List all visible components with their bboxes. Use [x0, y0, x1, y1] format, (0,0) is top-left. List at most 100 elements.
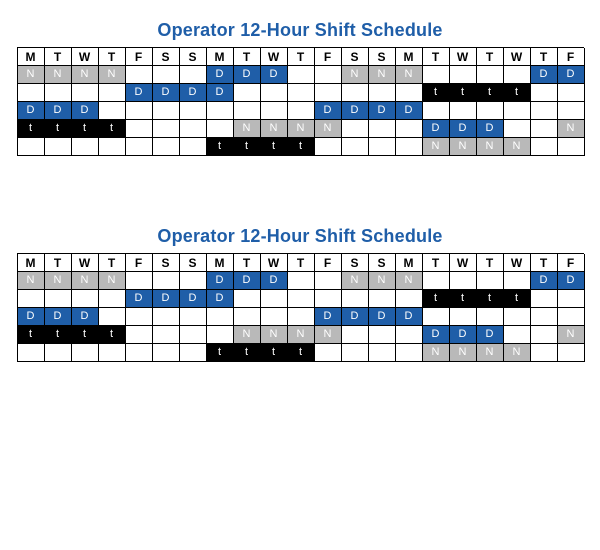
day-header: W — [261, 254, 288, 272]
shift-cell — [342, 120, 369, 138]
shift-cell — [558, 290, 585, 308]
shift-cell — [234, 290, 261, 308]
shift-cell: t — [207, 344, 234, 362]
shift-cell: D — [531, 272, 558, 290]
shift-cell — [342, 290, 369, 308]
schedule-block-1: Operator 12-Hour Shift Schedule MTWTFSSM… — [10, 226, 590, 362]
day-header: W — [504, 254, 531, 272]
shift-cell: D — [126, 84, 153, 102]
shift-cell — [315, 344, 342, 362]
day-header: M — [396, 254, 423, 272]
shift-cell — [288, 272, 315, 290]
shift-cell: N — [261, 326, 288, 344]
shift-cell — [477, 66, 504, 84]
shift-cell: N — [558, 120, 585, 138]
shift-cell: t — [504, 84, 531, 102]
day-header: T — [234, 48, 261, 66]
day-header: S — [153, 48, 180, 66]
day-header: W — [72, 254, 99, 272]
shift-cell: D — [369, 308, 396, 326]
shift-cell: N — [423, 138, 450, 156]
shift-cell — [180, 272, 207, 290]
shift-cell: t — [45, 326, 72, 344]
shift-cell: t — [477, 84, 504, 102]
shift-cell: D — [342, 308, 369, 326]
shift-cell: N — [315, 120, 342, 138]
shift-cell: D — [423, 120, 450, 138]
shift-cell — [558, 102, 585, 120]
day-header: S — [369, 254, 396, 272]
shift-cell — [396, 138, 423, 156]
shift-cell — [99, 102, 126, 120]
shift-cell — [126, 344, 153, 362]
shift-cell: N — [18, 272, 45, 290]
shift-cell: N — [45, 272, 72, 290]
shift-cell — [369, 290, 396, 308]
shift-cell: t — [99, 120, 126, 138]
shift-cell — [504, 326, 531, 344]
shift-cell: t — [450, 290, 477, 308]
shift-cell — [18, 138, 45, 156]
shift-cell: t — [72, 326, 99, 344]
shift-cell: N — [234, 120, 261, 138]
shift-cell — [153, 272, 180, 290]
shift-cell — [153, 344, 180, 362]
shift-cell — [180, 344, 207, 362]
shift-cell: D — [126, 290, 153, 308]
shift-cell: D — [396, 308, 423, 326]
shift-cell — [180, 308, 207, 326]
shift-cell: D — [342, 102, 369, 120]
shift-cell — [180, 102, 207, 120]
day-header: T — [531, 48, 558, 66]
day-header: S — [153, 254, 180, 272]
shift-cell: t — [99, 326, 126, 344]
shift-cell: D — [153, 84, 180, 102]
shift-cell — [99, 84, 126, 102]
shift-cell — [342, 138, 369, 156]
day-header: T — [423, 48, 450, 66]
day-header: T — [99, 254, 126, 272]
shift-cell: D — [396, 102, 423, 120]
shift-cell — [423, 66, 450, 84]
shift-cell — [234, 102, 261, 120]
shift-cell — [504, 272, 531, 290]
shift-cell — [153, 138, 180, 156]
shift-cell — [531, 120, 558, 138]
shift-cell — [126, 102, 153, 120]
shift-cell: D — [207, 272, 234, 290]
shift-cell — [288, 102, 315, 120]
shift-cell — [504, 66, 531, 84]
shift-cell: D — [531, 66, 558, 84]
shift-cell: D — [234, 272, 261, 290]
shift-cell: D — [450, 120, 477, 138]
shift-cell: t — [504, 290, 531, 308]
shift-cell: D — [315, 308, 342, 326]
shift-cell: N — [99, 272, 126, 290]
shift-cell: N — [45, 66, 72, 84]
day-header: F — [126, 254, 153, 272]
shift-cell — [558, 344, 585, 362]
day-header: W — [261, 48, 288, 66]
day-header: T — [423, 254, 450, 272]
day-header: T — [234, 254, 261, 272]
shift-cell: D — [477, 326, 504, 344]
shift-cell — [342, 344, 369, 362]
shift-cell — [450, 66, 477, 84]
schedule-block-0: Operator 12-Hour Shift Schedule MTWTFSSM… — [10, 20, 590, 156]
shift-cell: D — [45, 102, 72, 120]
day-header: T — [288, 254, 315, 272]
shift-cell: t — [477, 290, 504, 308]
shift-cell — [72, 344, 99, 362]
shift-cell: D — [207, 66, 234, 84]
shift-cell — [315, 138, 342, 156]
shift-cell — [153, 308, 180, 326]
shift-cell — [531, 308, 558, 326]
shift-cell — [558, 308, 585, 326]
shift-cell — [396, 84, 423, 102]
day-header: S — [342, 254, 369, 272]
shift-cell: N — [396, 272, 423, 290]
shift-cell: D — [207, 84, 234, 102]
shift-cell — [477, 308, 504, 326]
day-header: W — [504, 48, 531, 66]
shift-cell — [504, 102, 531, 120]
